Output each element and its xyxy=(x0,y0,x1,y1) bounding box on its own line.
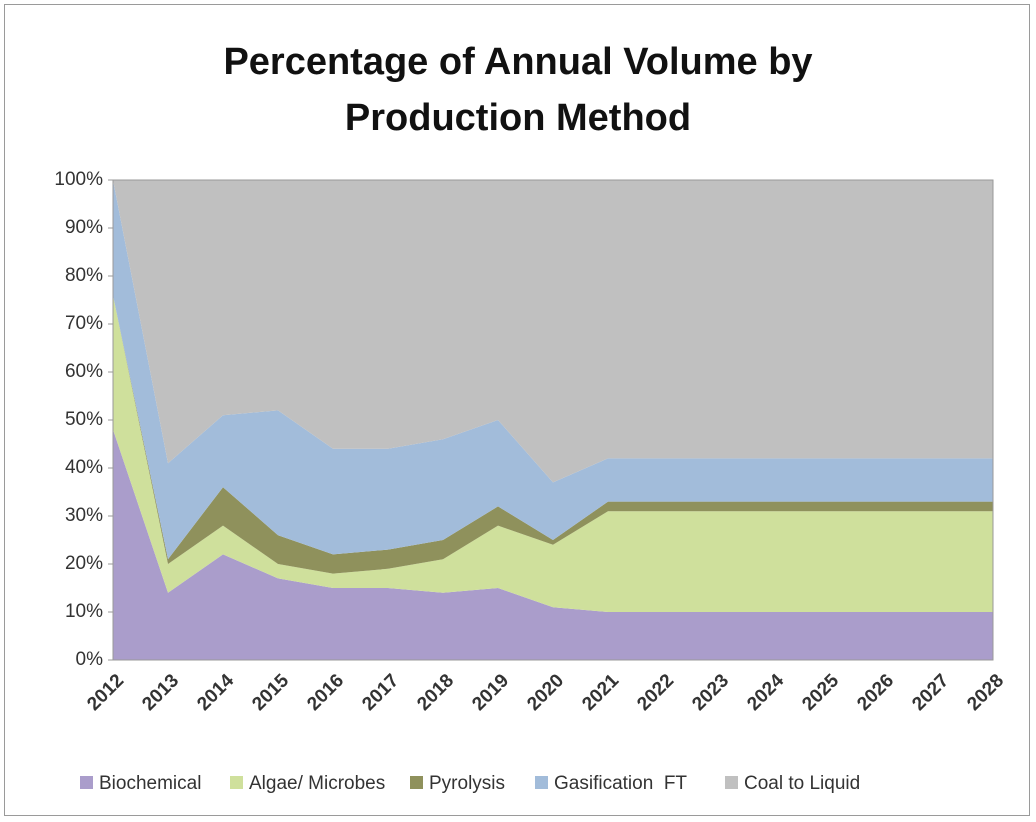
x-tick-label: 2023 xyxy=(688,670,733,715)
y-tick-label: 50% xyxy=(65,409,103,430)
y-tick-label: 20% xyxy=(65,553,103,574)
legend-label: Pyrolysis xyxy=(429,773,505,794)
area xyxy=(113,180,993,483)
y-tick-label: 100% xyxy=(54,169,103,190)
frame xyxy=(4,4,1030,816)
y-tick-label: 60% xyxy=(65,361,103,382)
x-tick-label: 2018 xyxy=(413,670,458,715)
y-tick-label: 80% xyxy=(65,265,103,286)
x-tick-label: 2017 xyxy=(358,670,403,715)
y-tick-label: 40% xyxy=(65,457,103,478)
legend-label: Biochemical xyxy=(99,773,201,794)
area xyxy=(113,295,993,574)
y-tick-label: 30% xyxy=(65,505,103,526)
legend-swatch xyxy=(230,776,243,789)
area xyxy=(113,295,993,612)
x-tick-label: 2020 xyxy=(523,670,568,715)
x-tick-label: 2012 xyxy=(83,670,128,715)
x-tick-label: 2027 xyxy=(908,670,953,715)
x-tick-label: 2019 xyxy=(468,670,513,715)
legend-swatch xyxy=(410,776,423,789)
legend-swatch xyxy=(725,776,738,789)
y-tick-label: 10% xyxy=(65,601,103,622)
x-tick-label: 2026 xyxy=(853,670,898,715)
x-tick-label: 2025 xyxy=(798,670,843,715)
x-tick-label: 2015 xyxy=(248,670,293,715)
x-tick-label: 2014 xyxy=(193,670,238,715)
legend-label: Algae/ Microbes xyxy=(249,773,385,794)
x-tick-label: 2021 xyxy=(578,670,623,715)
x-tick-label: 2022 xyxy=(633,670,678,715)
legend-label: Coal to Liquid xyxy=(744,773,860,794)
chart-title: Percentage of Annual Volume by Productio… xyxy=(223,41,813,139)
x-tick-label: 2024 xyxy=(743,670,788,715)
legend-swatch xyxy=(80,776,93,789)
y-tick-label: 0% xyxy=(76,649,104,670)
y-tick-label: 90% xyxy=(65,217,103,238)
x-tick-label: 2016 xyxy=(303,670,348,715)
legend-label: Gasification FT xyxy=(554,773,687,794)
area xyxy=(113,429,993,660)
legend-swatch xyxy=(535,776,548,789)
area xyxy=(113,180,993,560)
x-tick-label: 2028 xyxy=(963,670,1008,715)
y-tick-label: 70% xyxy=(65,313,103,334)
x-tick-label: 2013 xyxy=(138,670,183,715)
